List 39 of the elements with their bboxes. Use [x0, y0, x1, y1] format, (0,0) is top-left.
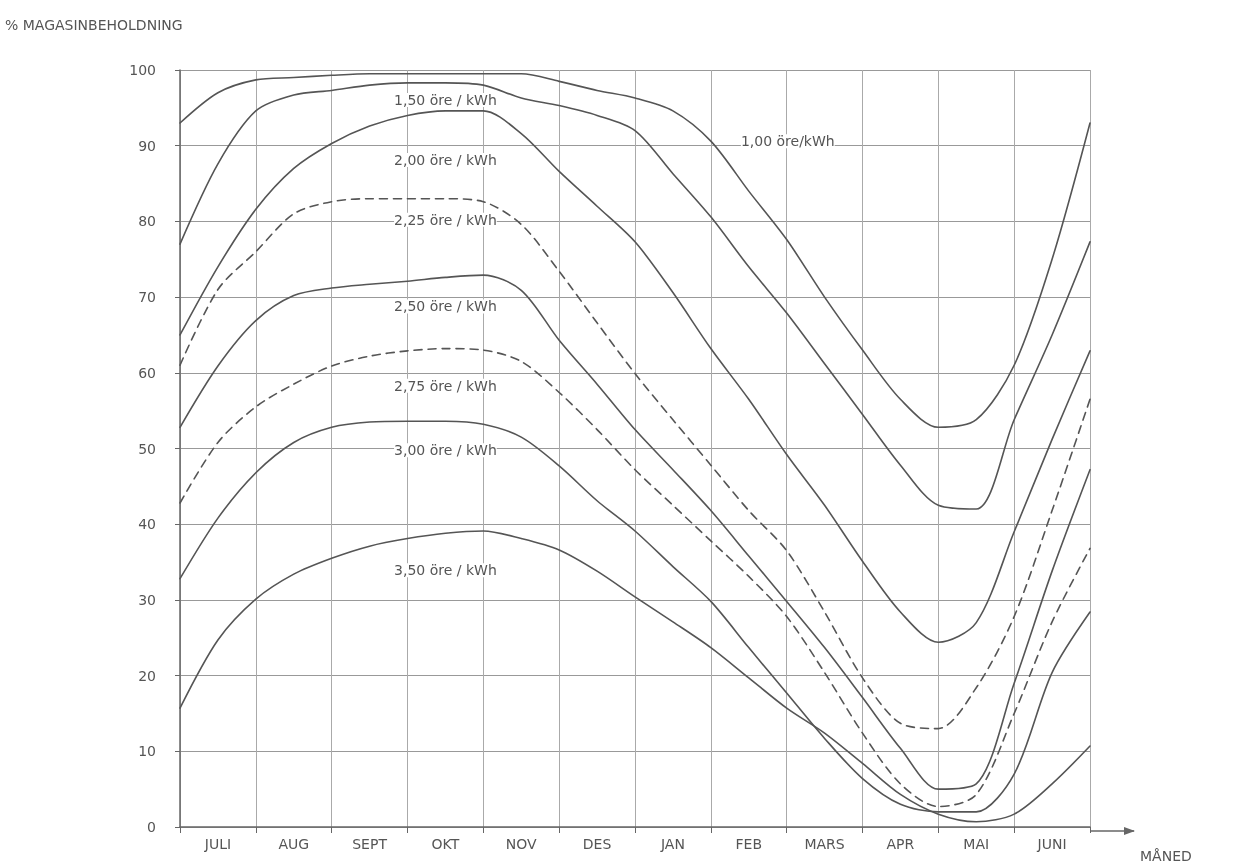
x-tick-label: FEB — [735, 836, 763, 852]
x-tick-label: AUG — [278, 836, 310, 852]
line-series — [179, 197, 1091, 730]
x-tick-label: OKT — [431, 836, 460, 852]
line-series — [179, 110, 1091, 644]
series-label: 3,00 öre / kWh — [394, 442, 497, 459]
y-tick-label: 50 — [138, 440, 156, 457]
x-tick-label: DES — [582, 836, 612, 852]
y-tick-label: 0 — [147, 819, 156, 835]
y-tick-label: 30 — [138, 591, 156, 608]
x-tick-label: JULI — [203, 836, 232, 852]
text: 2,00 öre / kWh — [394, 151, 497, 168]
line-series — [179, 82, 1091, 510]
y-tick-label: 70 — [138, 289, 156, 306]
y-tick-label: 90 — [138, 137, 156, 154]
series-label: 1,00 öre/kWh — [740, 133, 835, 150]
line-series — [179, 274, 1091, 790]
y-tick-label: 60 — [138, 364, 156, 381]
line-series — [179, 72, 1091, 429]
series-label: 2,25 öre / kWh — [394, 211, 497, 228]
x-tick-label: JAN — [659, 836, 685, 852]
y-tick-label: 10 — [138, 743, 156, 760]
y-tick-label: 100 — [129, 62, 156, 78]
line-series — [179, 347, 1091, 808]
x-tick-label: SEPT — [352, 836, 388, 852]
x-tick-label: APR — [886, 836, 915, 852]
x-tick-label: MARS — [804, 836, 845, 852]
series-label: 1,50 öre / kWh — [394, 91, 497, 108]
y-tick-label: 40 — [138, 516, 156, 533]
y-tick-label: 80 — [138, 213, 156, 230]
x-tick-label: JUNI — [1036, 836, 1067, 852]
series-label: 2,75 öre / kWh — [394, 377, 497, 394]
series-label: 3,50 öre / kWh — [394, 562, 497, 579]
series-label: 2,50 öre / kWh — [394, 298, 497, 315]
x-tick-label: MAI — [963, 836, 990, 852]
x-tick-label: NOV — [505, 836, 538, 852]
x-axis-title: MÅNED — [1140, 848, 1192, 863]
y-axis-title: % MAGASINBEHOLDNING — [5, 17, 183, 33]
y-tick-label: 20 — [138, 667, 156, 684]
